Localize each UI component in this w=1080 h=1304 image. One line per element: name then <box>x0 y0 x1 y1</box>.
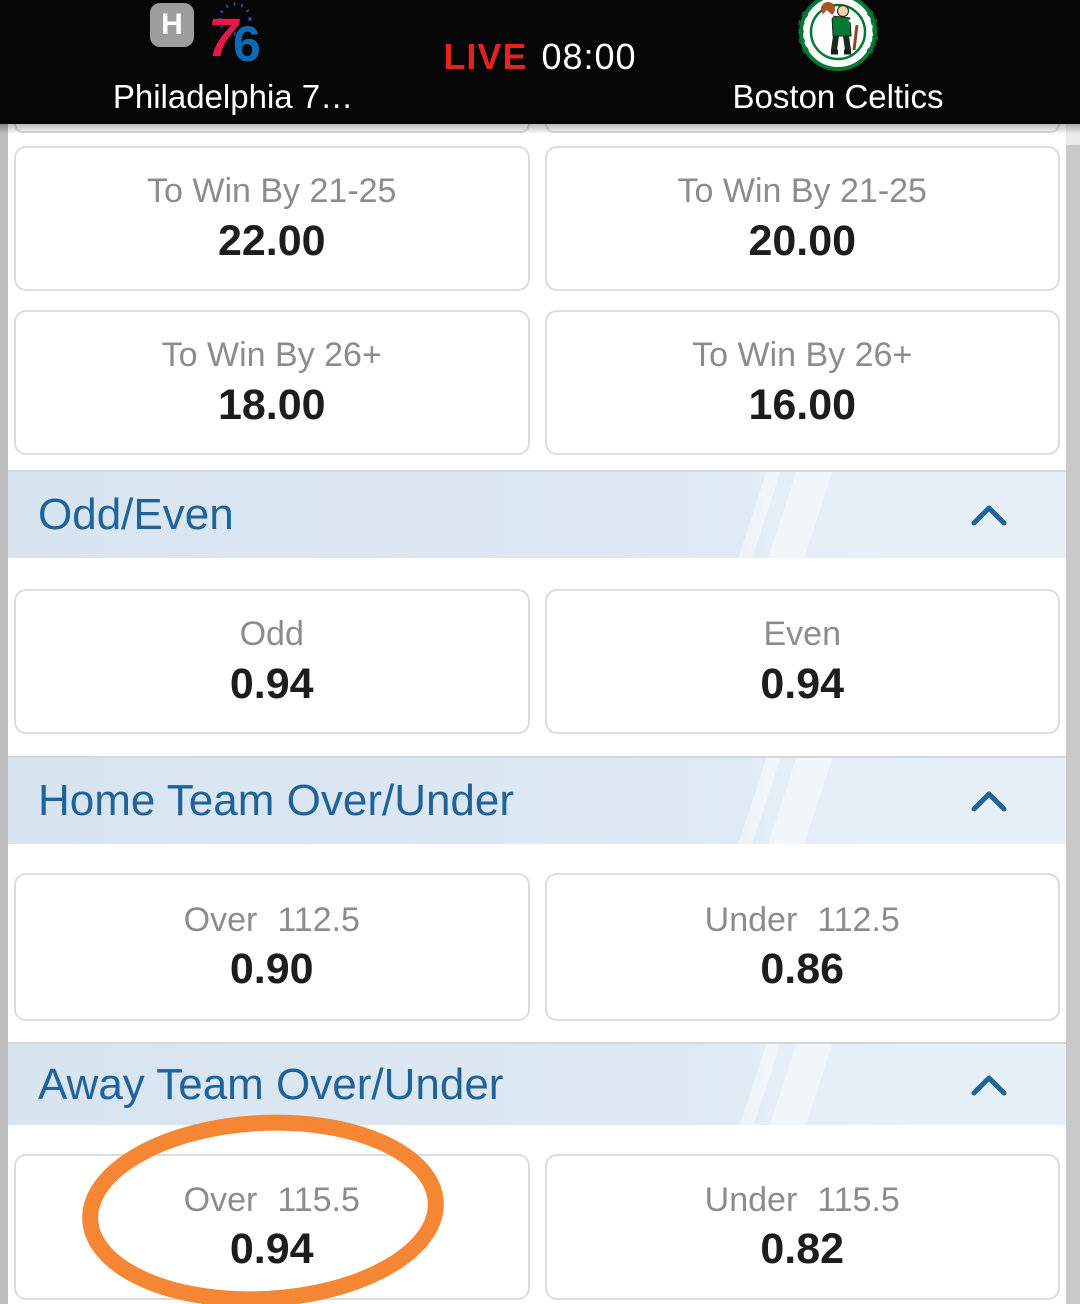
bet-odds: 22.00 <box>217 216 326 265</box>
section-header-odd-even[interactable]: Odd/Even <box>8 470 1066 558</box>
game-clock: 08:00 <box>541 36 637 77</box>
chevron-up-icon[interactable] <box>971 790 1007 812</box>
bet-odds: 0.82 <box>760 1225 845 1274</box>
bet-odds: 20.00 <box>748 216 857 265</box>
svg-text:7: 7 <box>208 8 241 64</box>
bet-odds: 0.94 <box>229 659 314 708</box>
section-title: Away Team Over/Under <box>38 1059 504 1109</box>
bet-odds: 16.00 <box>748 380 857 429</box>
home-indicator-badge: H <box>150 3 194 47</box>
section-title: Odd/Even <box>38 490 234 539</box>
home-team-name: Philadelphia 7… <box>112 78 354 115</box>
section-header-home-over-under[interactable]: Home Team Over/Under <box>8 756 1066 844</box>
live-clock-row: LIVE 08:00 <box>0 36 1080 78</box>
bet-label: Over 112.5 <box>183 900 360 939</box>
bet-label: Odd <box>239 615 304 654</box>
live-badge: LIVE <box>443 36 528 77</box>
bet-label: Under 115.5 <box>704 1180 900 1219</box>
bet-odds: 18.00 <box>217 380 326 429</box>
bet-card-away-under-115-5[interactable]: Under 115.5 0.82 <box>544 1154 1060 1300</box>
market-row-home-over-under: Over 112.5 0.90 Under 112.5 0.86 <box>8 873 1066 1021</box>
scrollbar-thumb[interactable] <box>1066 145 1080 1304</box>
bet-card-home-under-112-5[interactable]: Under 112.5 0.86 <box>544 873 1060 1021</box>
match-header: H 7 6 LIVE 08:00 BOSTON CELTICS <box>0 0 1080 124</box>
bet-label: Under 112.5 <box>704 900 900 939</box>
bet-odds: 0.94 <box>760 659 845 708</box>
bet-card-home-over-112-5[interactable]: Over 112.5 0.90 <box>14 873 530 1021</box>
section-title: Home Team Over/Under <box>38 776 515 825</box>
left-gutter <box>0 124 8 1304</box>
bet-card-odd[interactable]: Odd 0.94 <box>14 589 530 734</box>
celtics-logo-icon: BOSTON CELTICS <box>798 0 878 71</box>
bet-label: Even <box>763 615 842 654</box>
bet-label: To Win By 26+ <box>692 336 913 375</box>
bet-card-home-win-by-26plus[interactable]: To Win By 26+ 18.00 <box>14 310 530 455</box>
market-row-odd-even: Odd 0.94 Even 0.94 <box>8 589 1066 734</box>
bet-odds: 0.90 <box>229 945 314 994</box>
bet-card-away-win-by-26plus[interactable]: To Win By 26+ 16.00 <box>544 310 1060 455</box>
sixers-logo-icon: 7 6 <box>208 2 261 64</box>
bet-label: Over 115.5 <box>183 1180 360 1219</box>
bet-card-partial[interactable] <box>544 124 1060 133</box>
svg-text:6: 6 <box>233 16 261 64</box>
section-header-away-over-under[interactable]: Away Team Over/Under <box>8 1042 1066 1125</box>
bet-card-even[interactable]: Even 0.94 <box>544 589 1060 734</box>
away-team-name: Boston Celtics <box>732 78 944 115</box>
bet-label: To Win By 21-25 <box>677 172 927 211</box>
bet-card-away-win-by-21-25[interactable]: To Win By 21-25 20.00 <box>544 146 1060 291</box>
chevron-up-icon[interactable] <box>971 504 1007 526</box>
bet-label: To Win By 21-25 <box>147 172 397 211</box>
market-row-win-by-26plus: To Win By 26+ 18.00 To Win By 26+ 16.00 <box>8 310 1066 456</box>
bet-card-partial[interactable] <box>14 124 530 133</box>
bet-card-home-win-by-21-25[interactable]: To Win By 21-25 22.00 <box>14 146 530 291</box>
chevron-up-icon[interactable] <box>971 1074 1007 1096</box>
market-row-win-by-21-25: To Win By 21-25 22.00 To Win By 21-25 20… <box>8 146 1066 291</box>
markets-list: To Win By 21-25 22.00 To Win By 21-25 20… <box>8 124 1066 1300</box>
scrollbar-track[interactable] <box>1066 124 1080 1304</box>
market-row-away-over-under: Over 115.5 0.94 Under 115.5 0.82 <box>8 1154 1066 1300</box>
market-row-partial <box>8 124 1066 133</box>
bet-label: To Win By 26+ <box>161 336 382 375</box>
bet-odds: 0.94 <box>229 1225 314 1274</box>
bet-odds: 0.86 <box>760 945 845 994</box>
bet-card-away-over-115-5[interactable]: Over 115.5 0.94 <box>14 1154 530 1300</box>
